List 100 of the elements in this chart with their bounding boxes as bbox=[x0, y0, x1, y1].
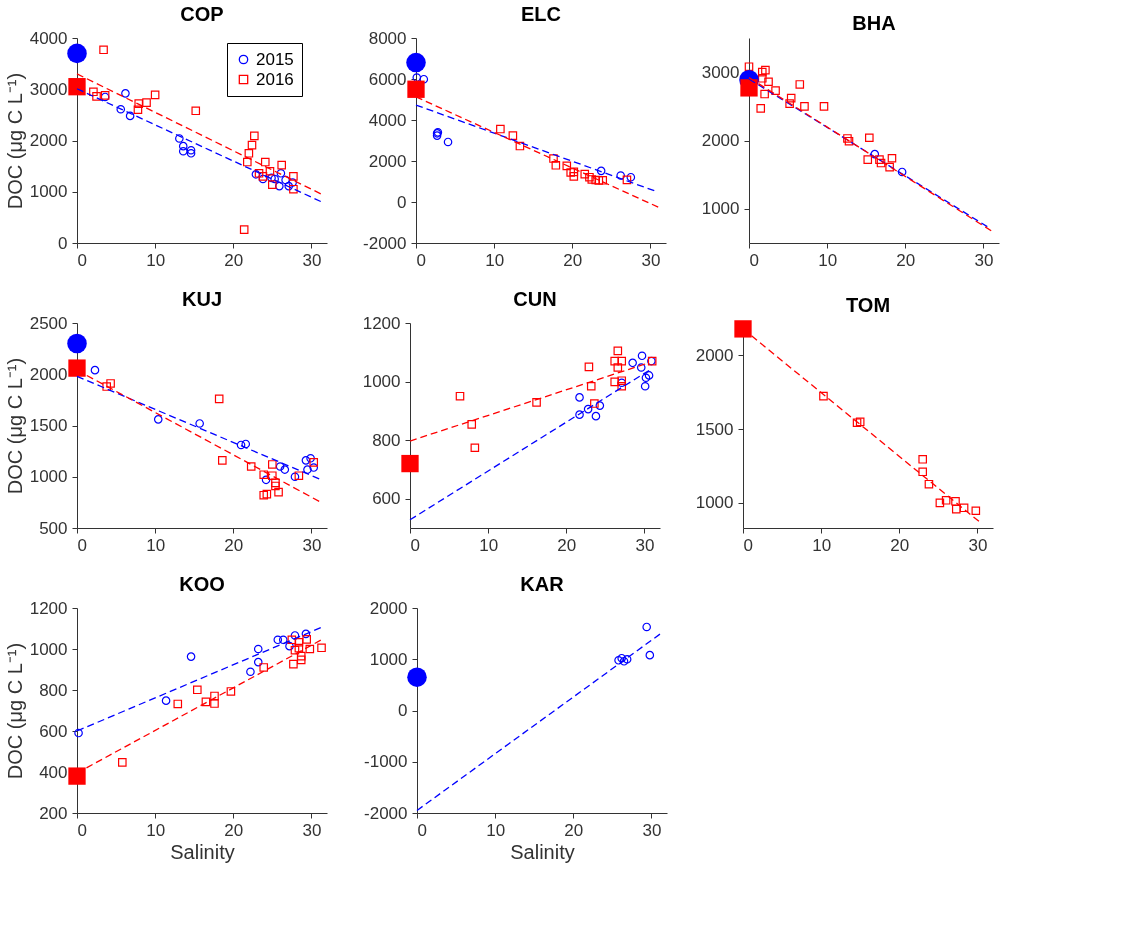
point bbox=[622, 654, 632, 664]
y-tick-label: 1500 bbox=[29, 416, 68, 435]
x-tick-label: 20 bbox=[224, 535, 244, 555]
point bbox=[800, 102, 809, 111]
point bbox=[443, 137, 453, 147]
point bbox=[619, 657, 629, 666]
y-tick-label: -1000 bbox=[364, 752, 408, 772]
point bbox=[455, 391, 465, 401]
point bbox=[644, 371, 654, 380]
x-tick-label: 10 bbox=[485, 250, 505, 270]
point bbox=[317, 643, 326, 653]
x-tick-label: 20 bbox=[563, 250, 583, 270]
y-tick-label: 1000 bbox=[362, 372, 401, 392]
y-tick-label: 1000 bbox=[701, 199, 740, 219]
y-tick-label: 8000 bbox=[368, 28, 407, 48]
point bbox=[186, 149, 196, 158]
point bbox=[496, 124, 505, 134]
y-tick-label: 2500 bbox=[29, 313, 68, 333]
point bbox=[610, 377, 619, 387]
point bbox=[296, 655, 306, 665]
point bbox=[819, 391, 828, 401]
x-tick-label: 10 bbox=[479, 535, 499, 555]
y-tick-label: 2000 bbox=[701, 131, 740, 150]
point bbox=[289, 172, 298, 181]
point bbox=[288, 178, 297, 187]
x-tick-label: 20 bbox=[890, 535, 910, 555]
point bbox=[99, 45, 108, 55]
point bbox=[178, 141, 188, 151]
point bbox=[161, 696, 171, 705]
y-tick-label: 3000 bbox=[29, 79, 68, 99]
point bbox=[294, 637, 304, 647]
point bbox=[551, 161, 561, 170]
point bbox=[247, 140, 257, 150]
point bbox=[253, 644, 263, 654]
point bbox=[843, 134, 852, 143]
point bbox=[870, 149, 880, 159]
point bbox=[951, 504, 961, 514]
point bbox=[261, 475, 271, 485]
y-tick-label: 4000 bbox=[368, 110, 407, 130]
point bbox=[636, 363, 646, 372]
point bbox=[284, 181, 294, 191]
y-tick-label: 0 bbox=[398, 701, 408, 720]
point bbox=[918, 454, 927, 464]
point bbox=[270, 174, 279, 184]
point bbox=[786, 93, 796, 103]
point bbox=[785, 99, 794, 108]
point bbox=[142, 98, 151, 107]
point bbox=[210, 699, 219, 708]
point bbox=[575, 393, 584, 402]
point bbox=[210, 691, 219, 701]
point bbox=[959, 503, 969, 513]
point bbox=[289, 659, 298, 669]
point bbox=[290, 631, 300, 640]
point bbox=[309, 458, 319, 467]
chart-title: BHA bbox=[852, 12, 896, 34]
point bbox=[153, 415, 163, 424]
point bbox=[265, 166, 275, 176]
x-tick-label: 0 bbox=[749, 250, 759, 270]
y-tick-label: 500 bbox=[39, 518, 68, 538]
point bbox=[844, 136, 854, 146]
point bbox=[106, 379, 115, 388]
point bbox=[90, 365, 100, 375]
point bbox=[596, 166, 606, 176]
point bbox=[467, 420, 477, 429]
x-tick-label: 20 bbox=[896, 250, 916, 270]
point bbox=[133, 105, 143, 115]
point bbox=[795, 80, 805, 89]
point bbox=[186, 145, 196, 155]
x-tick-label: 30 bbox=[302, 820, 322, 840]
point bbox=[515, 141, 525, 151]
y-tick-label: -2000 bbox=[364, 803, 408, 823]
x-tick-label: 30 bbox=[968, 535, 988, 555]
point bbox=[290, 645, 300, 655]
point bbox=[757, 67, 767, 77]
point bbox=[924, 479, 934, 489]
point bbox=[306, 454, 315, 463]
y-tick-label: 600 bbox=[39, 721, 68, 741]
point bbox=[301, 629, 311, 639]
point bbox=[296, 651, 306, 661]
x-tick-label: 20 bbox=[224, 820, 244, 840]
point bbox=[303, 465, 312, 474]
point bbox=[616, 171, 625, 180]
x-tick-label: 20 bbox=[224, 250, 244, 270]
x-tick-label: 10 bbox=[146, 535, 166, 555]
point bbox=[626, 172, 636, 182]
y-tick-label: 1500 bbox=[695, 419, 734, 439]
x-tick-label: 0 bbox=[417, 820, 427, 840]
point bbox=[268, 471, 277, 481]
y-tick-label: 0 bbox=[397, 192, 407, 212]
x-tick-label: 0 bbox=[77, 535, 87, 555]
y-axis-title: DOC (μg C L⁻¹) bbox=[3, 72, 26, 210]
point bbox=[595, 401, 605, 410]
point bbox=[218, 456, 227, 465]
point bbox=[273, 635, 283, 645]
point bbox=[74, 728, 83, 738]
point bbox=[584, 362, 594, 372]
point bbox=[918, 467, 927, 477]
y-tick-label: 4000 bbox=[29, 28, 68, 48]
point bbox=[508, 131, 518, 140]
point bbox=[236, 440, 246, 450]
